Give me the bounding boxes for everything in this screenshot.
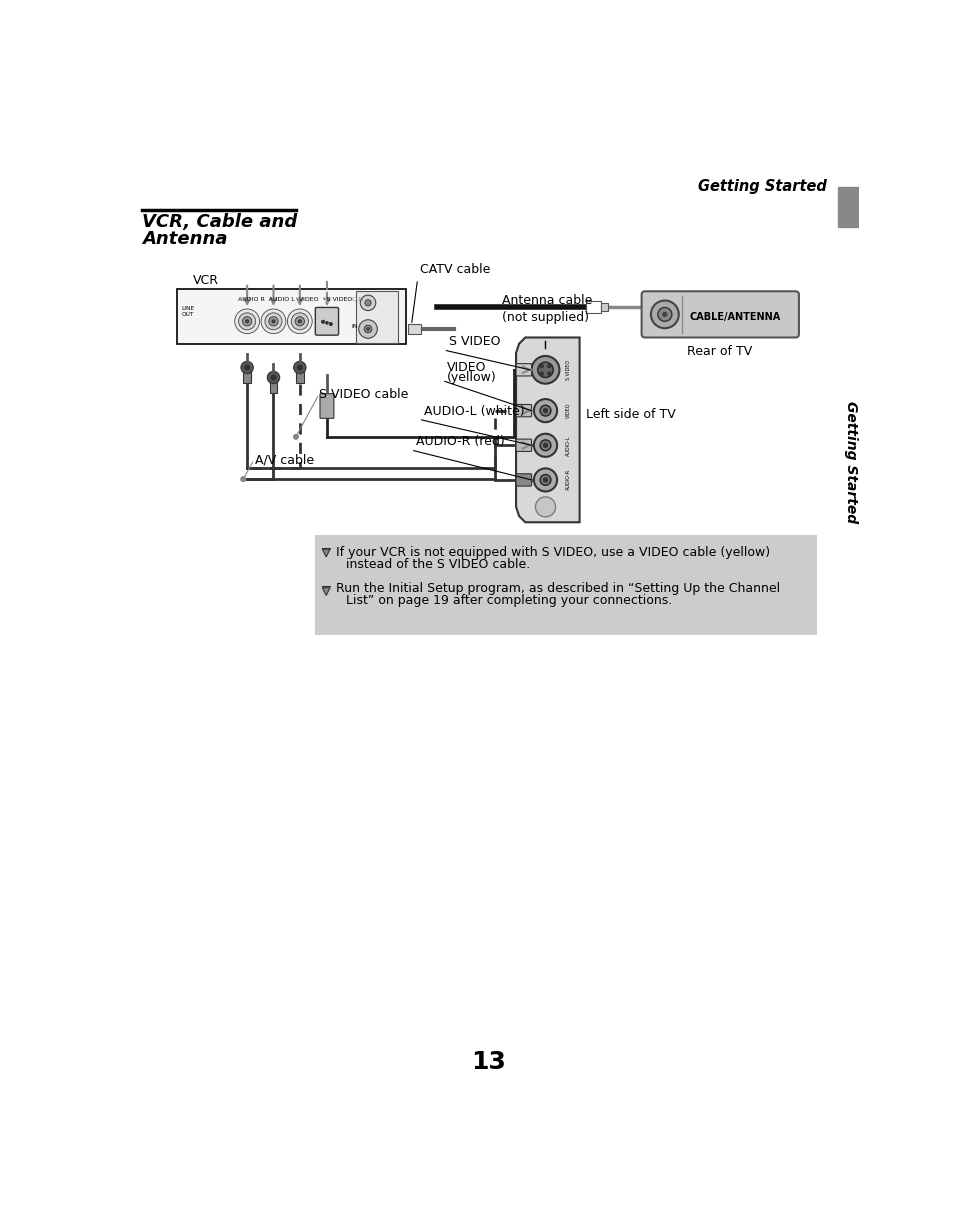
Polygon shape [322, 549, 330, 557]
Circle shape [535, 497, 555, 516]
Text: VIDEO: VIDEO [566, 403, 571, 419]
FancyBboxPatch shape [516, 440, 531, 452]
Circle shape [272, 320, 274, 322]
FancyBboxPatch shape [516, 364, 531, 376]
FancyBboxPatch shape [516, 474, 531, 486]
Circle shape [539, 372, 542, 375]
Text: Antenna cable
(not supplied): Antenna cable (not supplied) [501, 294, 592, 325]
Text: VCR: VCR [193, 274, 218, 287]
Text: VCR, Cable and: VCR, Cable and [142, 212, 297, 231]
Text: A/V cable: A/V cable [254, 453, 314, 466]
Circle shape [537, 363, 553, 377]
Circle shape [367, 328, 369, 330]
Circle shape [294, 361, 306, 374]
Text: If your VCR is not equipped with S VIDEO, use a VIDEO cable (yellow): If your VCR is not equipped with S VIDEO… [335, 546, 770, 559]
Text: Rear of TV: Rear of TV [686, 346, 752, 358]
Circle shape [330, 322, 332, 325]
Circle shape [534, 399, 557, 422]
Circle shape [242, 316, 252, 326]
Text: AUDIO-R (red): AUDIO-R (red) [416, 436, 504, 448]
Circle shape [330, 322, 332, 325]
Circle shape [534, 469, 557, 492]
Bar [270, 374, 277, 393]
Text: IN: IN [352, 325, 358, 330]
Circle shape [267, 371, 279, 383]
Bar [177, 289, 406, 344]
Circle shape [534, 433, 557, 457]
Circle shape [265, 313, 282, 330]
Text: CATV cable: CATV cable [419, 263, 490, 276]
Polygon shape [322, 587, 330, 596]
Circle shape [543, 477, 547, 482]
Circle shape [234, 309, 259, 333]
Bar [600, 303, 607, 310]
Circle shape [531, 357, 558, 383]
Text: Getting Started: Getting Started [843, 400, 857, 523]
Circle shape [658, 308, 671, 321]
Circle shape [321, 321, 324, 322]
Text: CABLE/ANTENNA: CABLE/ANTENNA [689, 311, 781, 321]
Text: Getting Started: Getting Started [698, 178, 826, 194]
Circle shape [539, 405, 550, 416]
Bar [355, 291, 397, 343]
Text: S VIDEO cable: S VIDEO cable [319, 387, 408, 400]
Bar [295, 364, 303, 383]
Text: Left side of TV: Left side of TV [585, 408, 675, 421]
Circle shape [245, 365, 249, 370]
Text: AUDIO R  AUDIO L  VIDEO    S VIDEO: AUDIO R AUDIO L VIDEO S VIDEO [237, 297, 352, 302]
Circle shape [291, 313, 308, 330]
FancyBboxPatch shape [516, 404, 531, 416]
Circle shape [298, 320, 301, 322]
Circle shape [365, 299, 371, 306]
Circle shape [364, 325, 372, 333]
FancyBboxPatch shape [641, 292, 798, 337]
Circle shape [539, 475, 550, 485]
Polygon shape [516, 337, 579, 523]
Circle shape [241, 477, 245, 481]
Circle shape [269, 316, 278, 326]
Circle shape [662, 313, 666, 316]
Text: VIDEO: VIDEO [447, 360, 486, 374]
Text: Run the Initial Setup program, as described in “Setting Up the Channel: Run the Initial Setup program, as descri… [335, 581, 780, 595]
Text: AUDIO-R: AUDIO-R [566, 469, 571, 491]
Circle shape [294, 435, 298, 440]
FancyBboxPatch shape [315, 308, 338, 336]
Text: OUT: OUT [352, 297, 365, 302]
FancyBboxPatch shape [319, 393, 334, 419]
Circle shape [650, 300, 679, 328]
Text: Antenna: Antenna [142, 231, 228, 248]
Circle shape [543, 409, 547, 413]
Circle shape [539, 364, 542, 368]
Text: (yellow): (yellow) [447, 371, 497, 383]
Circle shape [238, 313, 255, 330]
Circle shape [297, 365, 302, 370]
Circle shape [547, 364, 550, 368]
Text: List” on page 19 after completing your connections.: List” on page 19 after completing your c… [345, 593, 671, 607]
Circle shape [241, 361, 253, 374]
Circle shape [358, 320, 377, 338]
Circle shape [321, 321, 324, 322]
Circle shape [261, 309, 286, 333]
Bar [585, 300, 600, 313]
Text: LINE
OUT: LINE OUT [181, 306, 194, 316]
Circle shape [543, 443, 547, 447]
Circle shape [325, 321, 328, 324]
Bar [838, 187, 858, 227]
Bar [407, 324, 421, 335]
Circle shape [294, 316, 304, 326]
Text: S VIDEO: S VIDEO [566, 360, 571, 380]
Circle shape [245, 320, 249, 322]
Text: 13: 13 [471, 1050, 506, 1074]
Text: AUDIO-L (white): AUDIO-L (white) [423, 404, 524, 418]
Circle shape [287, 309, 312, 333]
Bar [243, 364, 251, 383]
Text: S VIDEO: S VIDEO [448, 336, 499, 348]
Bar [314, 535, 816, 635]
Circle shape [271, 375, 275, 380]
Circle shape [360, 295, 375, 310]
Circle shape [547, 372, 550, 375]
Circle shape [539, 440, 550, 451]
Text: AUDIO-L: AUDIO-L [566, 435, 571, 455]
Text: instead of the S VIDEO cable.: instead of the S VIDEO cable. [345, 558, 529, 571]
